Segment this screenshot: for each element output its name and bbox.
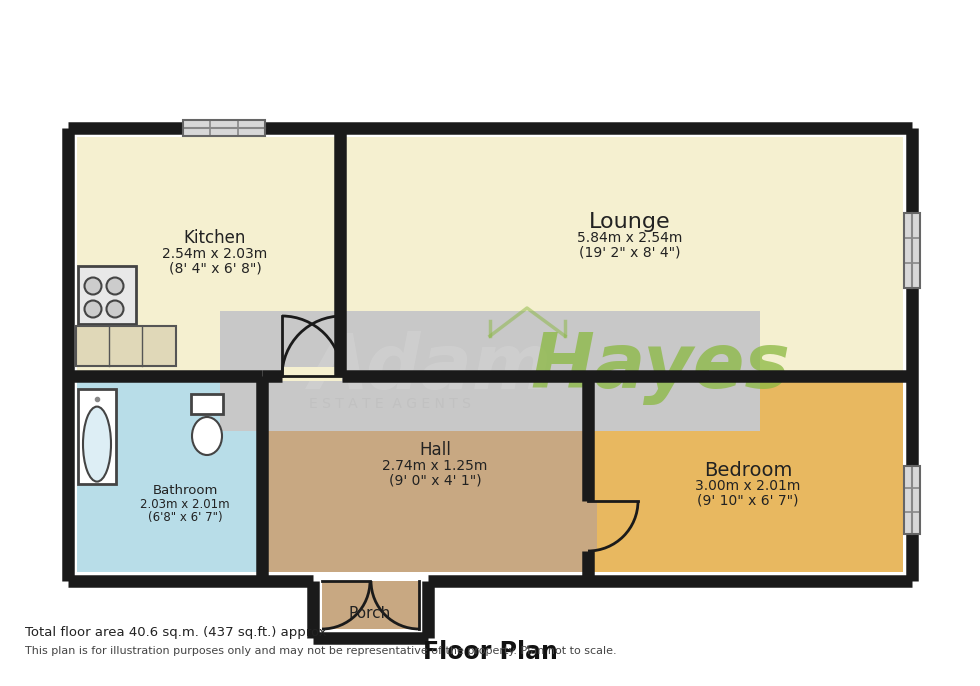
Bar bbox=[588, 376, 903, 572]
Bar bbox=[78, 266, 136, 324]
Bar bbox=[322, 581, 419, 629]
Bar bbox=[220, 311, 760, 431]
Bar bbox=[77, 137, 340, 376]
Text: Total floor area 40.6 sq.m. (437 sq.ft.) approx: Total floor area 40.6 sq.m. (437 sq.ft.)… bbox=[24, 626, 326, 639]
Bar bbox=[183, 120, 265, 136]
Text: 2.54m x 2.03m: 2.54m x 2.03m bbox=[163, 247, 268, 261]
Bar bbox=[76, 326, 176, 366]
Text: 5.84m x 2.54m: 5.84m x 2.54m bbox=[577, 231, 683, 245]
Bar bbox=[183, 120, 265, 136]
Bar bbox=[78, 389, 116, 484]
Bar bbox=[340, 137, 903, 376]
Text: Lounge: Lounge bbox=[589, 212, 671, 232]
Text: Hayes: Hayes bbox=[530, 331, 790, 405]
Ellipse shape bbox=[192, 417, 222, 455]
Text: Porch: Porch bbox=[349, 606, 391, 622]
Ellipse shape bbox=[83, 407, 111, 482]
Bar bbox=[904, 213, 920, 288]
Text: Bathroom: Bathroom bbox=[152, 484, 218, 497]
Text: Hall: Hall bbox=[419, 441, 451, 459]
Bar bbox=[282, 367, 342, 381]
Bar bbox=[262, 376, 588, 572]
Text: (19' 2" x 8' 4"): (19' 2" x 8' 4") bbox=[579, 245, 681, 259]
Bar bbox=[583, 501, 597, 551]
Text: (8' 4" x 6' 8"): (8' 4" x 6' 8") bbox=[169, 261, 262, 275]
Text: Adam: Adam bbox=[310, 331, 553, 405]
Circle shape bbox=[107, 300, 123, 318]
Bar bbox=[904, 213, 920, 288]
Text: 2.74m x 1.25m: 2.74m x 1.25m bbox=[382, 459, 488, 473]
Bar bbox=[904, 466, 920, 534]
Circle shape bbox=[84, 300, 102, 318]
Circle shape bbox=[84, 278, 102, 294]
Text: (9' 10" x 6' 7"): (9' 10" x 6' 7") bbox=[697, 493, 799, 507]
Text: Floor Plan: Floor Plan bbox=[422, 640, 558, 664]
Text: (9' 0" x 4' 1"): (9' 0" x 4' 1") bbox=[389, 473, 481, 487]
Bar bbox=[220, 311, 760, 431]
Text: 2.03m x 2.01m: 2.03m x 2.01m bbox=[140, 497, 230, 510]
Bar bbox=[191, 394, 223, 414]
Text: E S T A T E  A G E N T S: E S T A T E A G E N T S bbox=[309, 397, 471, 411]
Text: (6'8" x 6' 7"): (6'8" x 6' 7") bbox=[148, 510, 222, 523]
Text: Bedroom: Bedroom bbox=[704, 460, 792, 480]
Bar bbox=[904, 466, 920, 534]
Text: This plan is for illustration purposes only and may not be representative of the: This plan is for illustration purposes o… bbox=[24, 646, 616, 657]
Text: Kitchen: Kitchen bbox=[184, 229, 246, 247]
Text: 3.00m x 2.01m: 3.00m x 2.01m bbox=[696, 479, 801, 493]
Circle shape bbox=[107, 278, 123, 294]
Bar bbox=[77, 376, 262, 572]
